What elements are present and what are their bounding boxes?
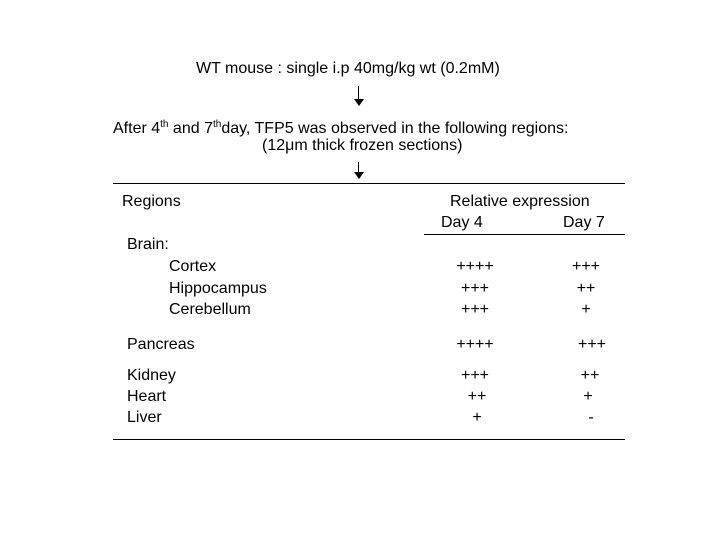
table-row-region: Cerebellum [169,301,251,318]
header-sub-rule [424,234,625,235]
protocol-line-2-superscript-2: th [212,119,222,130]
protocol-line-1: WT mouse : single i.p 40mg/kg wt (0.2mM) [196,60,500,77]
table-row-region: Liver [127,409,162,426]
table-row-region: Heart [127,388,167,405]
protocol-line-2-part-c: day, TFP5 was observed in the following … [221,120,569,137]
table-row-day7: ++ [576,280,596,297]
table-row-region: Hippocampus [169,280,267,297]
table-row-day7: +++ [571,258,601,275]
header-day-7: Day 7 [563,214,605,231]
header-relative-expression: Relative expression [450,193,590,210]
header-day-4: Day 4 [441,214,483,231]
protocol-line-3: (12μm thick frozen sections) [262,137,463,154]
table-row-day4: +++ [460,280,490,297]
table-row-day4: + [472,409,482,426]
table-top-rule [113,183,625,184]
table-row-day4: ++++ [456,258,494,275]
brain-label: Brain: [127,236,169,253]
table-row-day7: +++ [577,336,607,353]
table-row-region: Cortex [169,258,217,275]
table-row-day4: +++ [460,367,490,384]
table-bottom-rule [113,439,625,440]
table-row-day7: ++ [580,367,600,384]
table-row-region: Kidney [127,367,176,384]
table-row-day7: + [581,301,591,318]
protocol-line-2-part-a: After 4 [113,120,161,137]
table-row-day7: + [583,388,593,405]
table-row-day7: - [588,409,594,426]
protocol-line-2-part-b: and 7 [168,120,213,137]
table-row-day4: +++ [460,301,490,318]
table-row-day4: ++++ [456,336,494,353]
table-row-day4: ++ [467,388,487,405]
header-regions: Regions [122,193,181,210]
protocol-line-2: After 4th and 7thday, TFP5 was observed … [113,115,568,138]
protocol-line-2-superscript-1: th [160,119,169,130]
table-row-region: Pancreas [127,336,195,353]
